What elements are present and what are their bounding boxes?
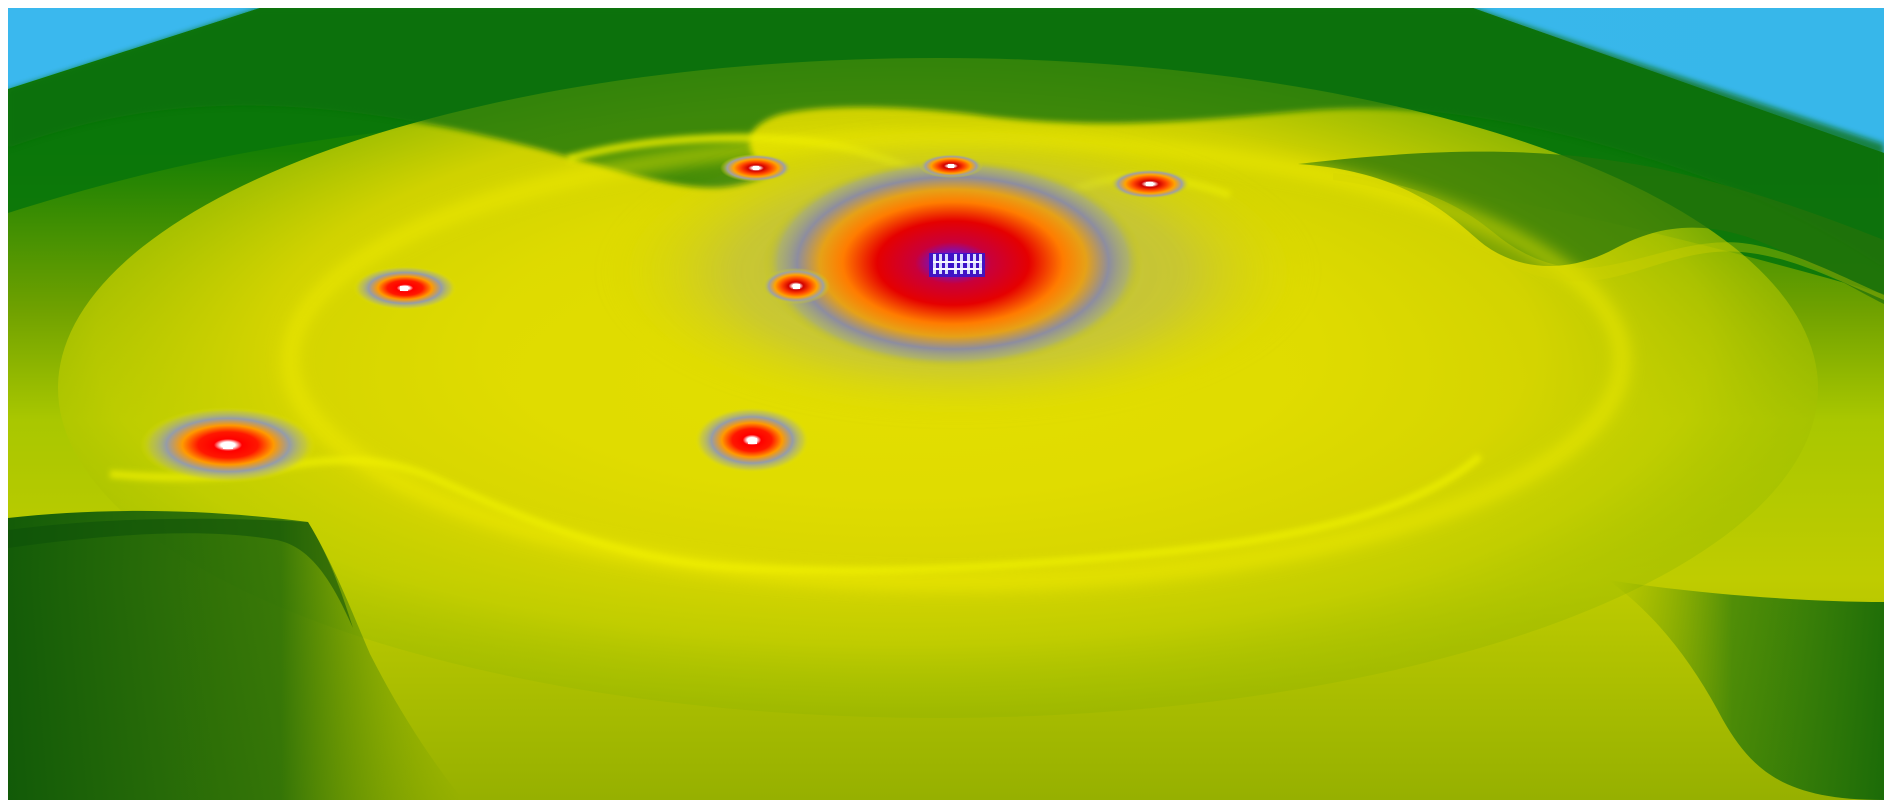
terrain-heatmap-canvas xyxy=(8,8,1884,800)
right-low-terrain xyxy=(1608,580,1884,800)
station-lower-center-marker[interactable] xyxy=(748,438,757,444)
station-markers xyxy=(223,164,1153,449)
right-shadow-band xyxy=(1298,151,1884,304)
right-frame-border xyxy=(1884,0,1892,800)
terrain-scene[interactable] xyxy=(8,8,1884,800)
station-left-marker[interactable] xyxy=(400,286,408,291)
central-station-cluster-marker[interactable] xyxy=(929,253,985,277)
station-top-left-marker[interactable] xyxy=(753,166,759,170)
right-contour-edge xyxy=(1333,173,1884,300)
upper-shadow-ridges xyxy=(8,8,1884,268)
left-low-terrain xyxy=(8,510,463,800)
station-top-center-marker[interactable] xyxy=(948,164,954,168)
top-frame-border xyxy=(0,0,1892,8)
left-frame-border xyxy=(0,0,8,800)
station-near-center-marker[interactable] xyxy=(793,284,800,289)
station-top-right-marker[interactable] xyxy=(1146,182,1153,186)
left-ridge-shadow xyxy=(8,518,353,628)
station-far-left-marker[interactable] xyxy=(223,443,233,449)
